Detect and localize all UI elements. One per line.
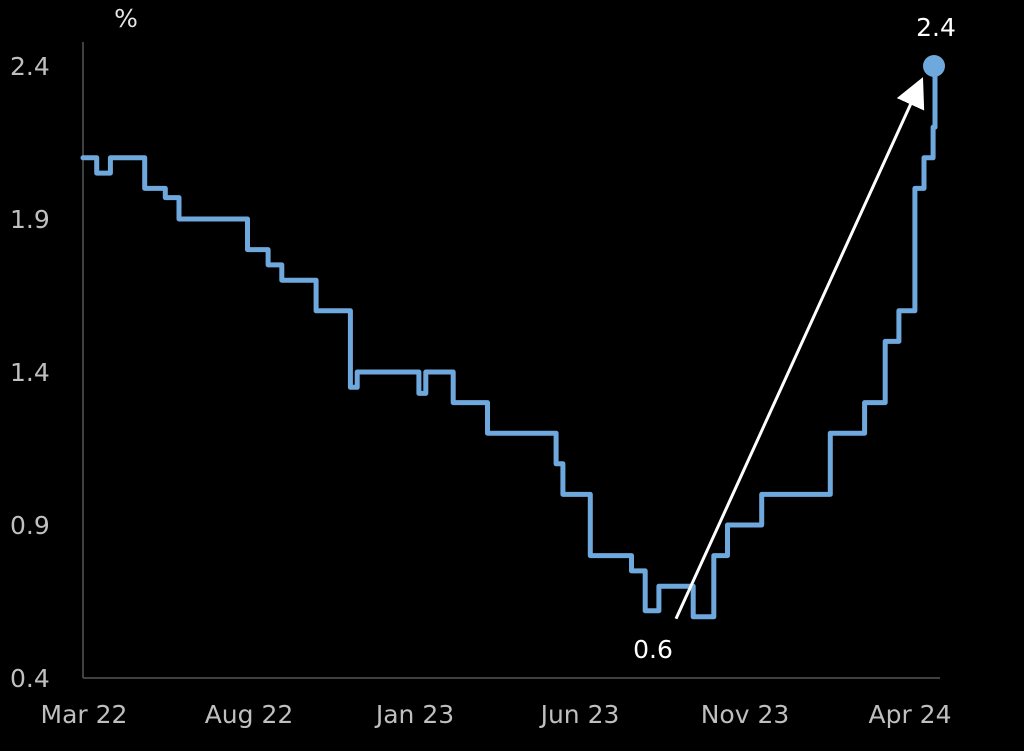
x-tick-label: Aug 22 xyxy=(205,700,294,729)
y-unit-label: % xyxy=(114,4,138,33)
y-tick-label: 1.9 xyxy=(10,205,50,234)
annotation-end-value: 2.4 xyxy=(916,13,956,42)
x-tick-label: Apr 24 xyxy=(868,700,951,729)
x-tick-label: Mar 22 xyxy=(41,700,128,729)
x-tick-label: Nov 23 xyxy=(701,700,790,729)
x-tick-label: Jun 23 xyxy=(539,700,620,729)
x-tick-label: Jan 23 xyxy=(374,700,454,729)
trend-arrow xyxy=(674,77,925,620)
series-line xyxy=(80,63,938,620)
end-point-marker xyxy=(923,55,945,77)
y-tick-label: 0.9 xyxy=(10,511,50,540)
annotation-low-value: 0.6 xyxy=(633,635,673,664)
y-tick-label: 2.4 xyxy=(10,52,50,81)
y-tick-label: 1.4 xyxy=(10,358,50,387)
y-tick-label: 0.4 xyxy=(10,664,50,693)
